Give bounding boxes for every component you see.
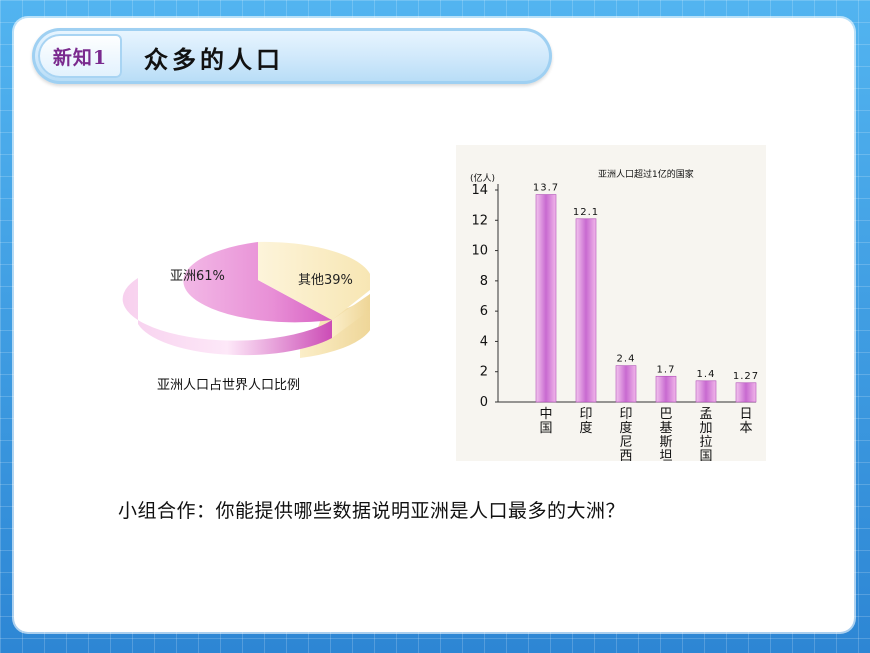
bar [615,365,637,403]
pie-label-asia: 亚洲61% [170,269,225,284]
y-tick-label: 10 [471,244,488,259]
pie-caption: 亚洲人口占世界人口比例 [157,378,301,393]
y-tick-label: 4 [480,334,488,349]
bar [535,194,557,403]
bar-value-label: 1.27 [733,371,759,382]
y-tick-label: 14 [471,183,488,198]
bar-value-label: 13.7 [533,183,559,194]
y-tick-label: 2 [480,365,488,380]
bar [695,380,717,403]
section-tag: 新知1 [38,34,122,78]
y-tick-label: 12 [471,213,488,228]
pie-chart: 亚洲61% 其他39% [120,238,374,368]
x-tick-label: 印度 [579,407,592,436]
x-tick-label: 日本 [739,407,752,436]
bar-value-label: 12.1 [573,207,599,218]
bar-value-label: 1.7 [657,364,676,375]
bar-value-label: 2.4 [617,354,636,365]
pie-side-right [332,294,370,338]
question-text: 小组合作：你能提供哪些数据说明亚洲是人口最多的大洲？ [118,500,626,522]
bar-value-label: 1.4 [697,369,716,380]
y-tick-label: 0 [480,395,488,410]
y-tick-label: 6 [480,304,488,319]
bar-chart: 亚洲人口超过1亿的国家 (亿人) 14 12 10 8 6 4 2 0 13.7 中国 12.1 印度 2.… [456,145,766,478]
chart-title: 亚洲人口超过1亿的国家 [598,168,694,180]
bar [655,375,677,403]
slide-panel: 新知1 众多的人口 [14,18,854,632]
y-tick-label: 8 [480,274,488,289]
title-bar: 新知1 众多的人口 [32,28,552,84]
bar [735,382,757,403]
slide-title: 众多的人口 [144,46,284,74]
y-axis-label: (亿人) [470,172,495,184]
x-tick-label: 孟加拉国 [699,407,712,461]
x-tick-label: 印度尼西亚 [619,407,632,461]
pie-label-other: 其他39% [298,273,353,288]
x-tick-label: 巴基斯坦 [659,407,672,461]
pie-slice-other [258,241,373,320]
bar [575,218,597,403]
pie-slice-asia [183,242,332,323]
x-tick-label: 中国 [539,407,552,436]
pie-side-asia [122,278,332,356]
